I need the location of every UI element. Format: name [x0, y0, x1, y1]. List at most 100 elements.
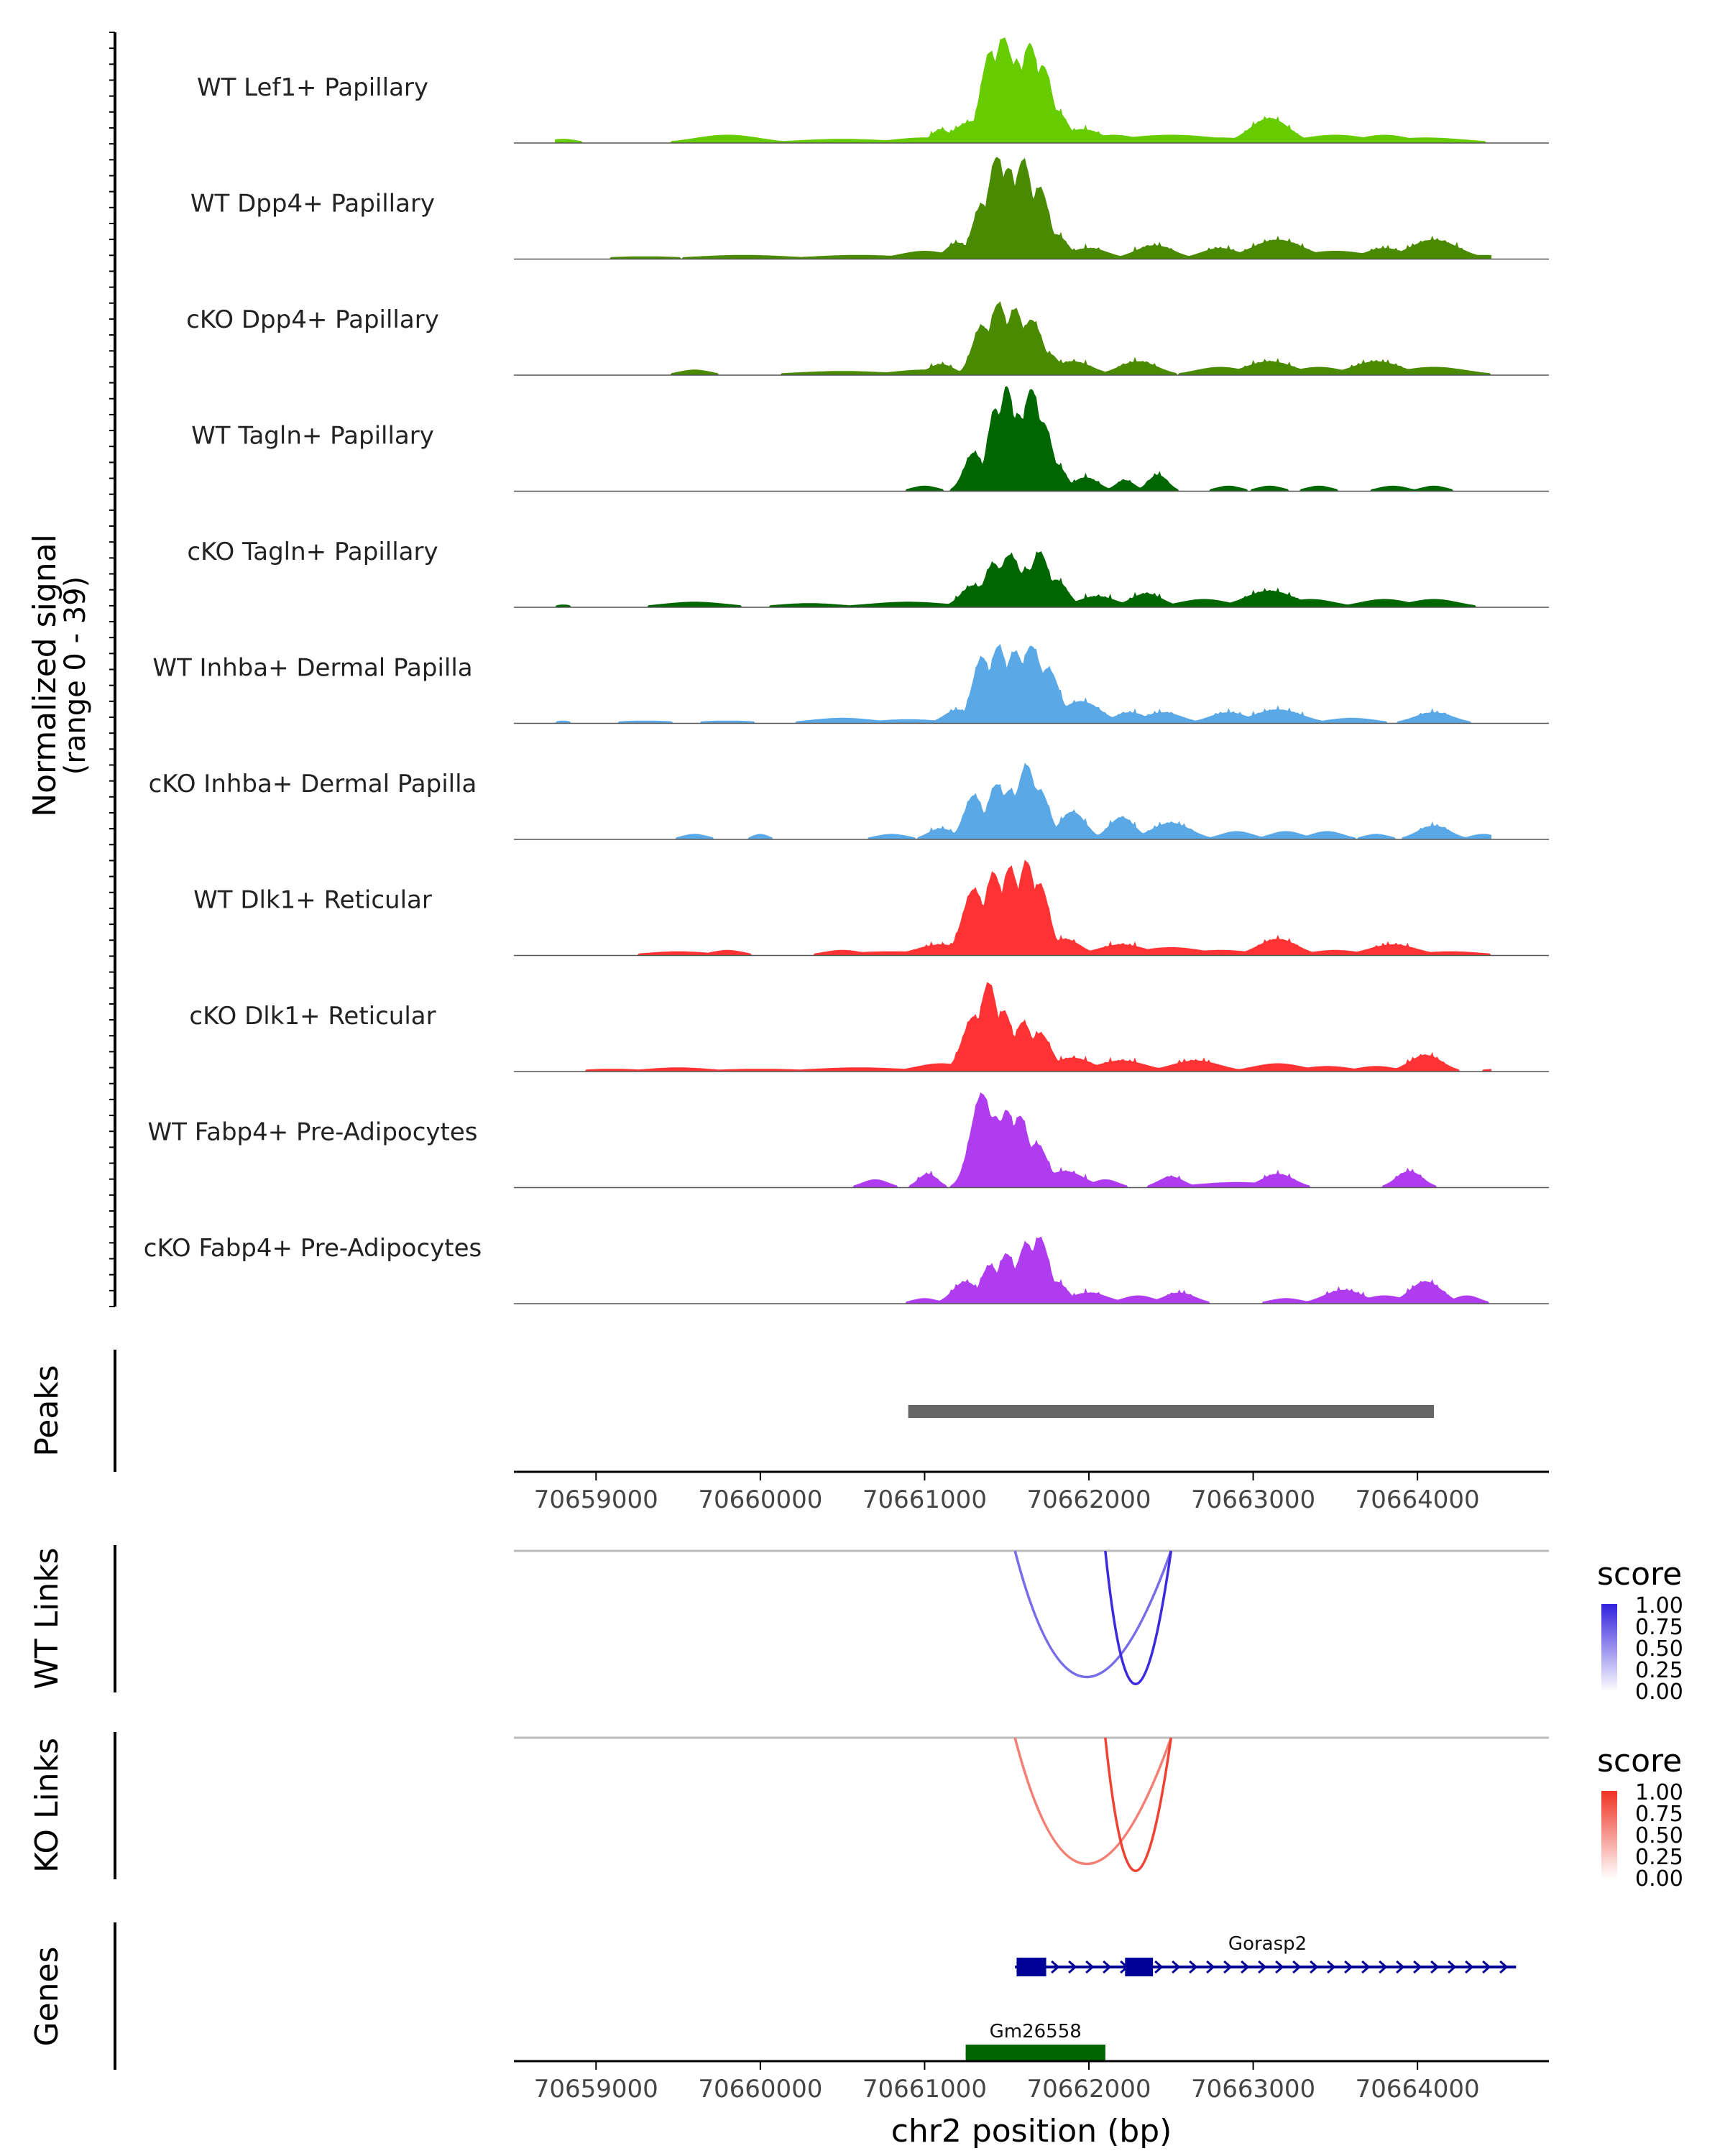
coverage-area [555, 1092, 1491, 1188]
coverage-track: cKO Tagln+ Papillary [187, 538, 1549, 608]
coverage-track-label: WT Tagln+ Papillary [191, 422, 434, 451]
coverage-track-label: cKO Dlk1+ Reticular [189, 1002, 436, 1031]
coverage-area [555, 643, 1491, 724]
gene-exon [1016, 1958, 1046, 1976]
coverage-tracks: WT Lef1+ Papillary WT Dpp4+ Papillary cKO … [144, 37, 1549, 1304]
strand-arrow [1499, 1960, 1509, 1974]
strand-arrow [1051, 1960, 1060, 1974]
legend-tick-label: 0.25 [1635, 1658, 1683, 1683]
strand-arrow [1344, 1960, 1353, 1974]
strand-arrow [1241, 1960, 1250, 1974]
x-axis-bottom: 70659000 70660000 70661000 70662000 70663000… [514, 2060, 1549, 2104]
coverage-area [555, 301, 1491, 375]
strand-arrow [1292, 1960, 1302, 1974]
gene-name-label: Gorasp2 [1228, 1933, 1307, 1955]
coverage-track: WT Tagln+ Papillary [191, 386, 1549, 492]
x-axis-tick-label: 70660000 [698, 1485, 822, 1514]
coverage-track-label: WT Dpp4+ Papillary [190, 190, 435, 218]
legend-tick-label: 0.50 [1635, 1823, 1683, 1848]
x-axis-tick-label: 70659000 [534, 2075, 658, 2104]
x-axis-tick-label: 70663000 [1191, 1485, 1315, 1514]
x-axis-tick-label: 70661000 [862, 2075, 987, 2104]
coverage-track-label: cKO Fabp4+ Pre-Adipocytes [144, 1234, 482, 1263]
strand-arrow [1482, 1960, 1491, 1974]
links-tracks [514, 1549, 1549, 1872]
wt-legend-ticks: 1.000.750.500.250.00 [1635, 1593, 1683, 1705]
coverage-track-label: WT Lef1+ Papillary [197, 73, 428, 102]
link-arc [1013, 1737, 1172, 1866]
coverage-track: WT Dlk1+ Reticular [193, 860, 1549, 957]
x-axis-tick-label: 70664000 [1356, 2075, 1480, 2104]
legend-tick-label: 0.75 [1635, 1615, 1683, 1640]
ko-legend-title: score [1597, 1743, 1682, 1779]
x-axis-title: chr2 position (bp) [891, 2113, 1172, 2150]
coverage-track-label: WT Inhba+ Dermal Papilla [152, 654, 472, 683]
coverage-ylabel-line1: Normalized signal [27, 534, 63, 817]
strand-arrow [1413, 1960, 1422, 1974]
strand-arrow [1310, 1960, 1319, 1974]
coverage-area [555, 37, 1491, 144]
strand-arrow [1172, 1960, 1181, 1974]
coverage-ylabel-line2: (range 0 - 39) [59, 576, 92, 775]
wt-legend-title: score [1597, 1556, 1682, 1593]
gene-model: Gm26558 [965, 2021, 1105, 2062]
x-axis-tick-label: 70663000 [1191, 2075, 1315, 2104]
ko-legend-colorbar [1601, 1791, 1617, 1879]
peaks-track [908, 1405, 1434, 1418]
strand-arrow [1327, 1960, 1336, 1974]
strand-arrow [1085, 1960, 1095, 1974]
coverage-area [555, 860, 1491, 956]
coverage-track: cKO Inhba+ Dermal Papilla [149, 763, 1549, 840]
legend-tick-label: 0.25 [1635, 1845, 1683, 1870]
x-axis-tick-label: 70661000 [862, 1485, 987, 1514]
legend-tick-label: 1.00 [1635, 1593, 1683, 1618]
peaks-label: Peaks [29, 1365, 65, 1456]
coverage-track: cKO Dlk1+ Reticular [189, 982, 1549, 1072]
coverage-area [555, 157, 1491, 259]
coverage-track: WT Fabp4+ Pre-Adipocytes [148, 1092, 1549, 1189]
coverage-area [555, 551, 1491, 607]
strand-arrow [1430, 1960, 1440, 1974]
strand-arrow [1448, 1960, 1457, 1974]
strand-arrow [1258, 1960, 1267, 1974]
genes-label: Genes [29, 1946, 65, 2046]
legend-tick-label: 0.75 [1635, 1802, 1683, 1827]
ko-links-label: KO Links [29, 1738, 65, 1873]
coverage-track: WT Lef1+ Papillary [197, 37, 1549, 144]
coverage-track-label: cKO Inhba+ Dermal Papilla [149, 770, 477, 798]
link-arc [1104, 1550, 1173, 1685]
wt-links-label: WT Links [29, 1547, 65, 1689]
coverage-y-axis [109, 32, 116, 1307]
coverage-track: cKO Fabp4+ Pre-Adipocytes [144, 1234, 1549, 1304]
coverage-track: WT Inhba+ Dermal Papilla [152, 643, 1549, 724]
legend-tick-label: 0.00 [1635, 1680, 1683, 1705]
strand-arrow [1465, 1960, 1474, 1974]
strand-arrow [1361, 1960, 1371, 1974]
coverage-area [555, 386, 1491, 492]
coverage-area [555, 1236, 1491, 1304]
gene-name-label: Gm26558 [990, 2021, 1082, 2042]
wt-legend-colorbar [1601, 1604, 1617, 1692]
x-axis-middle: 70659000 70660000 70661000 70662000 70663000… [514, 1470, 1549, 1514]
coverage-track: WT Dpp4+ Papillary [190, 157, 1549, 260]
coverage-track: cKO Dpp4+ Papillary [186, 301, 1549, 376]
legend-tick-label: 1.00 [1635, 1780, 1683, 1805]
link-arc [1104, 1737, 1173, 1872]
genes-track: Gorasp2 Gm26558 [965, 1933, 1517, 2062]
coverage-track-label: cKO Tagln+ Papillary [187, 538, 438, 566]
gene-exon [965, 2045, 1105, 2062]
link-arc [1013, 1550, 1172, 1679]
x-axis-tick-label: 70660000 [698, 2075, 822, 2104]
x-axis-tick-label: 70662000 [1026, 2075, 1151, 2104]
strand-arrow [1068, 1960, 1077, 1974]
strand-arrow [1275, 1960, 1284, 1974]
gene-model: Gorasp2 [1015, 1933, 1517, 1976]
strand-arrow [1189, 1960, 1198, 1974]
coverage-track-label: WT Dlk1+ Reticular [193, 886, 432, 915]
strand-arrow [1379, 1960, 1388, 1974]
strand-arrow [1103, 1960, 1112, 1974]
gene-exon [1125, 1958, 1154, 1976]
peak-region [908, 1405, 1434, 1418]
strand-arrow [1223, 1960, 1233, 1974]
